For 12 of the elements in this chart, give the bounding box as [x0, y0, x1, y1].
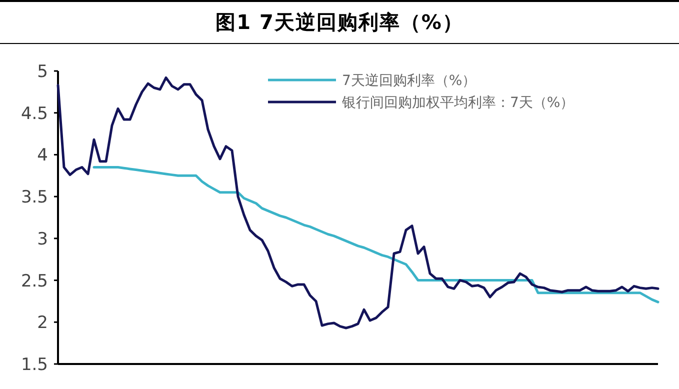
y-tick-label: 3.5: [20, 188, 48, 208]
y-tick-label: 4.5: [20, 104, 48, 124]
y-tick-label: 2: [37, 313, 48, 334]
line-series: [92, 166, 660, 304]
y-tick-label: 1.5: [20, 355, 48, 375]
legend-label: 7天逆回购利率（%）: [342, 73, 476, 89]
legend-label: 银行间回购加权平均利率：7天（%）: [341, 95, 574, 111]
chart-title: 图1 7天逆回购利率（%）: [0, 0, 679, 44]
y-tick-label: 2.5: [20, 271, 48, 292]
y-tick-label: 4: [37, 146, 48, 166]
y-tick-label: 5: [37, 62, 48, 82]
y-tick-label: 3: [37, 229, 48, 250]
